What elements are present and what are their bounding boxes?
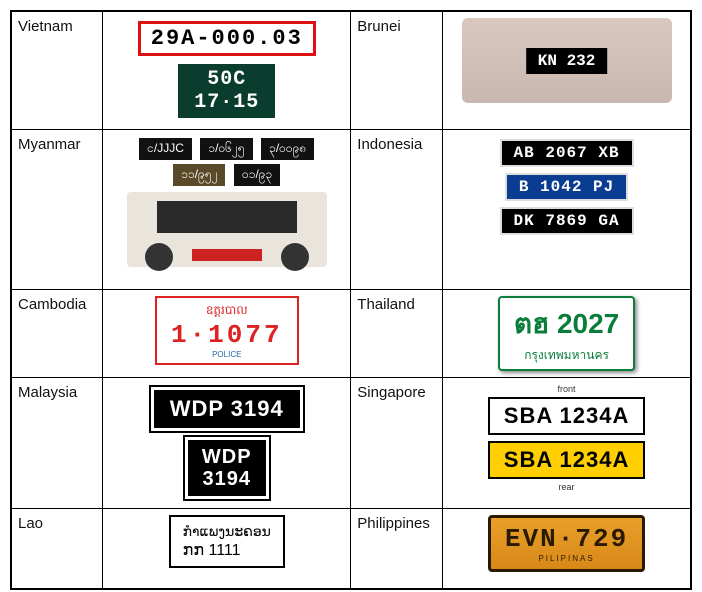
country-label: Lao bbox=[11, 509, 103, 589]
country-label: Brunei bbox=[351, 11, 443, 130]
my-plate-square: WDP 3194 bbox=[185, 437, 269, 499]
vn-line1: 50C bbox=[194, 68, 259, 91]
kh-number: 1·1077 bbox=[171, 320, 283, 350]
wheel-icon bbox=[281, 243, 309, 271]
country-label: Indonesia bbox=[351, 130, 443, 290]
la-script: ກຳແພງນະຄອນ bbox=[183, 523, 271, 540]
my-plate-wide: WDP 3194 bbox=[151, 387, 303, 431]
my-sq1: WDP bbox=[202, 446, 252, 468]
thailand-cell: ตฮ 2027 กรุงเทพมหานคร bbox=[443, 290, 691, 378]
country-label: Myanmar bbox=[11, 130, 103, 290]
th-number: ตฮ 2027 bbox=[514, 302, 619, 346]
country-label: Thailand bbox=[351, 290, 443, 378]
lao-cell: ກຳແພງນະຄອນ ກກ 1111 bbox=[103, 509, 351, 589]
country-label: Vietnam bbox=[11, 11, 103, 130]
sg-plate-rear: SBA 1234A bbox=[488, 441, 646, 479]
philippines-plate: EVN·729 PILIPINAS bbox=[488, 515, 645, 572]
sg-plate-front: SBA 1234A bbox=[488, 397, 646, 435]
sg-rear-label: rear bbox=[449, 482, 684, 492]
indonesia-cell: AB 2067 XB B 1042 PJ DK 7869 GA bbox=[443, 130, 691, 290]
singapore-cell: front SBA 1234A SBA 1234A rear bbox=[443, 378, 691, 509]
myanmar-cell: င/JJJC ၁/၀၆၂၅ ၃/၀၀၉၈ ၁၁/၉၅၂ ၀၁/၉၃ bbox=[103, 130, 351, 290]
table-row: Lao ກຳແພງນະຄອນ ກກ 1111 Philippines EVN·7… bbox=[11, 509, 691, 589]
vietnam-plate-bottom: 50C 17·15 bbox=[176, 62, 277, 120]
thailand-plate: ตฮ 2027 กรุงเทพมหานคร bbox=[498, 296, 635, 371]
wheel-icon bbox=[145, 243, 173, 271]
mm-car-plate bbox=[192, 249, 262, 261]
id-plate-2: B 1042 PJ bbox=[505, 173, 628, 201]
malaysia-cell: WDP 3194 WDP 3194 bbox=[103, 378, 351, 509]
mm-plate: ၃/၀၀၉၈ bbox=[260, 137, 315, 161]
country-label: Singapore bbox=[351, 378, 443, 509]
table-row: Cambodia ឧត្តរបាល 1·1077 POLICE Thailand… bbox=[11, 290, 691, 378]
cambodia-plate: ឧត្តរបាល 1·1077 POLICE bbox=[155, 296, 299, 365]
mm-plate: င/JJJC bbox=[138, 137, 193, 161]
mm-plate: ၁၁/၉၅၂ bbox=[172, 163, 226, 187]
cambodia-cell: ឧត្តរបាល 1·1077 POLICE bbox=[103, 290, 351, 378]
table-row: Malaysia WDP 3194 WDP 3194 Singapore fro… bbox=[11, 378, 691, 509]
vn-line2: 17·15 bbox=[194, 91, 259, 114]
mm-car-illustration bbox=[127, 192, 327, 267]
brunei-plate: KN 232 bbox=[526, 48, 608, 74]
my-sq2: 3194 bbox=[202, 468, 252, 490]
philippines-cell: EVN·729 PILIPINAS bbox=[443, 509, 691, 589]
kh-script: ឧត្តរបាល bbox=[171, 302, 283, 320]
table-row: Vietnam 29A-000.03 50C 17·15 Brunei KN 2… bbox=[11, 11, 691, 130]
vietnam-cell: 29A-000.03 50C 17·15 bbox=[103, 11, 351, 130]
plate-table: Vietnam 29A-000.03 50C 17·15 Brunei KN 2… bbox=[10, 10, 692, 590]
table-row: Myanmar င/JJJC ၁/၀၆၂၅ ၃/၀၀၉၈ ၁၁/၉၅၂ ၀၁/၉… bbox=[11, 130, 691, 290]
ph-number: EVN·729 bbox=[505, 524, 628, 554]
th-province: กรุงเทพมหานคร bbox=[514, 346, 619, 365]
vietnam-plate-top: 29A-000.03 bbox=[138, 21, 316, 56]
kh-police: POLICE bbox=[171, 350, 283, 359]
country-label: Cambodia bbox=[11, 290, 103, 378]
country-label: Malaysia bbox=[11, 378, 103, 509]
la-number: ກກ 1111 bbox=[183, 540, 271, 560]
id-plate-1: AB 2067 XB bbox=[500, 139, 634, 167]
sg-front-label: front bbox=[449, 384, 684, 394]
brunei-cell: KN 232 bbox=[443, 11, 691, 130]
mm-plate: ၁/၀၆၂၅ bbox=[199, 137, 253, 161]
brunei-car-illustration: KN 232 bbox=[462, 18, 672, 103]
id-plate-3: DK 7869 GA bbox=[500, 207, 634, 235]
mm-plate: ၀၁/၉၃ bbox=[233, 163, 281, 187]
lao-plate: ກຳແພງນະຄອນ ກກ 1111 bbox=[169, 515, 285, 568]
country-label: Philippines bbox=[351, 509, 443, 589]
